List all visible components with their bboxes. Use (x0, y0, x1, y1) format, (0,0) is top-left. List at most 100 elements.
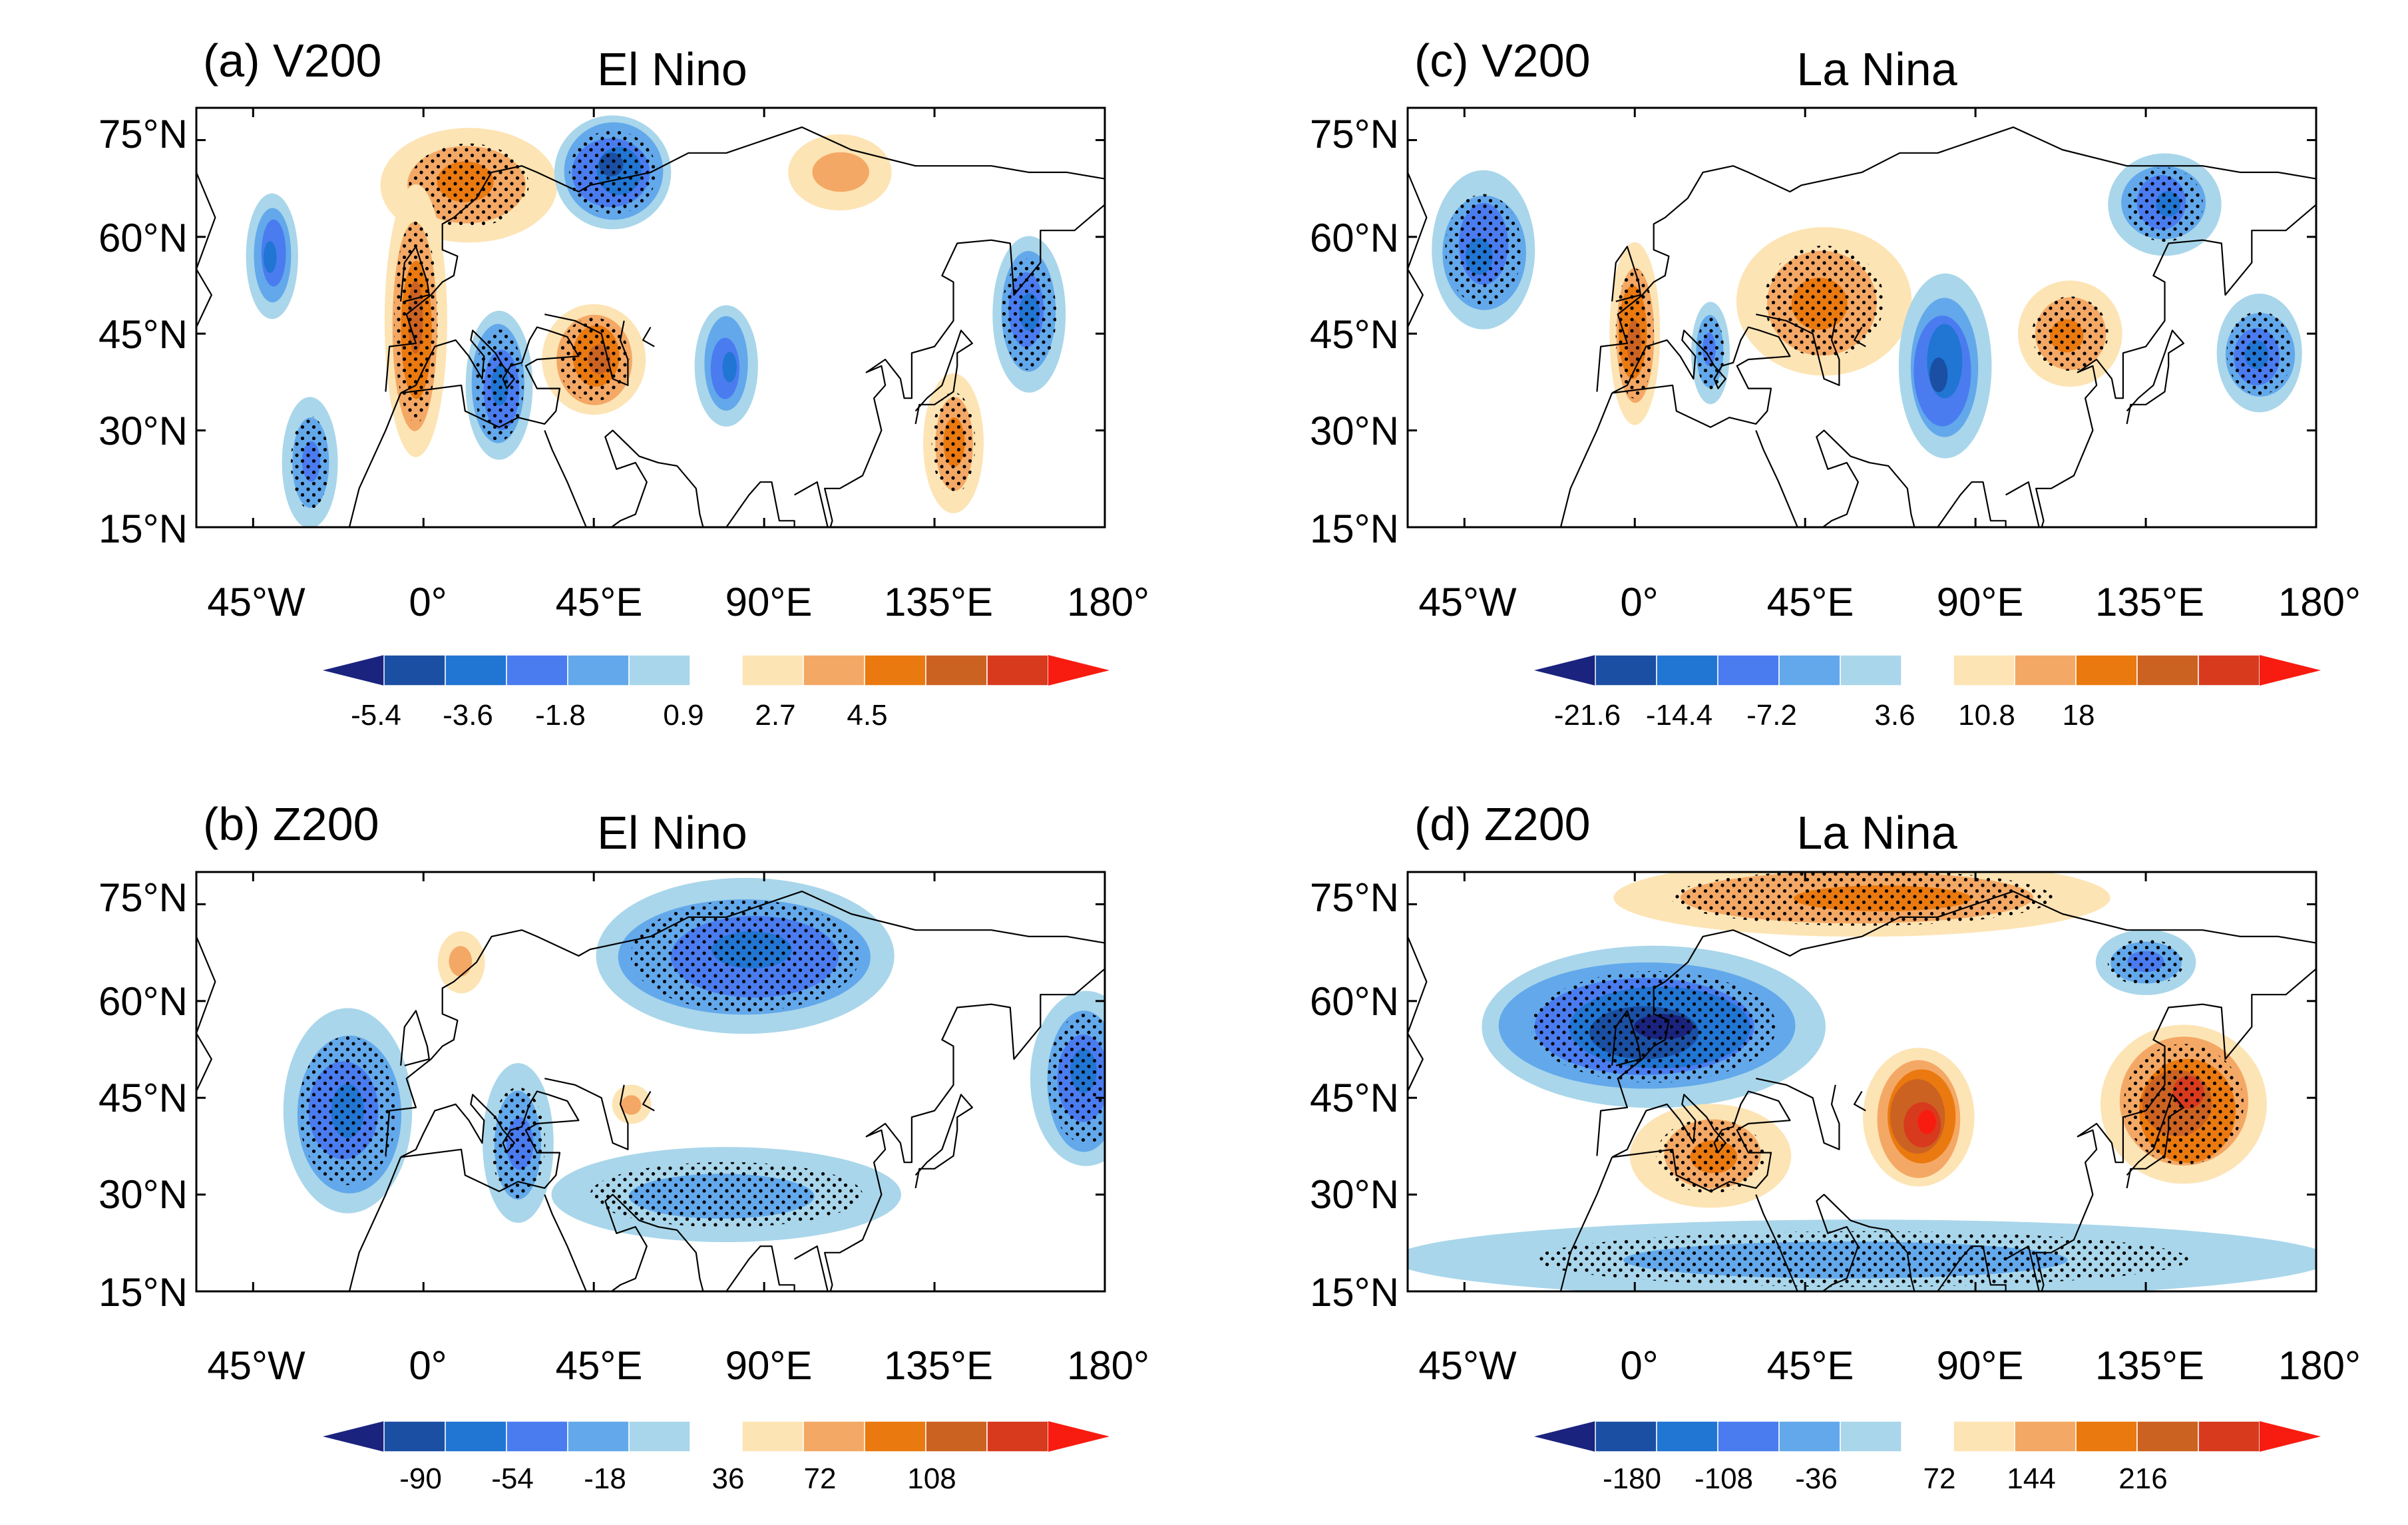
colorbar-segment (803, 654, 865, 686)
coastline (1755, 204, 2316, 527)
negative-anomaly-center (2216, 294, 2302, 413)
anomaly-field (1408, 872, 2316, 1291)
significance-stipple (1764, 246, 1884, 357)
coastline (196, 172, 216, 328)
coastline (914, 1094, 974, 1189)
colorbar-labels: -5.4 -3.6 -1.8 0.9 2.7 4.5 (351, 699, 888, 732)
colorbar-segment (2136, 1420, 2199, 1452)
panel-title: La Nina (1796, 43, 1957, 95)
contour-level (1917, 1110, 1936, 1134)
coastline (1559, 392, 1613, 527)
colorbar-arrow-right (2260, 1421, 2321, 1452)
negative-anomaly-center (694, 305, 758, 427)
negative-anomaly-center (1898, 273, 1992, 459)
colorbar-segment (628, 654, 691, 686)
colorbar-segment (741, 1420, 804, 1452)
colorbar-label: 3.6 (1874, 699, 1915, 732)
positive-anomaly-center (1736, 227, 1912, 376)
lon-tick-label: 180° (2278, 1343, 2361, 1388)
colorbar-label: 36 (712, 1462, 745, 1495)
lat-tick-label: 30°N (99, 409, 188, 453)
lon-tick-label: 180° (2278, 580, 2361, 624)
positive-anomaly-center (1863, 1048, 1975, 1187)
colorbar-labels: -21.6 -14.4 -7.2 3.6 10.8 18 (1554, 699, 2095, 732)
contour-level (621, 1095, 642, 1115)
colorbar-label: 10.8 (1958, 699, 2015, 732)
colorbar-label: 108 (907, 1462, 956, 1495)
lat-tick-labels: 75°N 60°N 45°N 30°N 15°N (99, 875, 188, 1315)
significance-stipple (394, 218, 438, 423)
colorbar-segment (986, 1420, 1049, 1452)
panel-title: El Nino (597, 807, 747, 859)
coastline (642, 326, 655, 347)
contour-level (722, 351, 737, 383)
significance-stipple (569, 130, 657, 214)
lon-tick-label: 0° (409, 580, 447, 624)
positive-anomaly-center (1629, 1104, 1792, 1208)
lat-tick-label: 75°N (99, 875, 188, 920)
coastline (794, 481, 829, 527)
panel-label: (d) Z200 (1414, 798, 1591, 850)
coastline (348, 392, 402, 527)
lon-tick-label: 0° (1620, 580, 1658, 624)
negative-anomaly-center (2108, 153, 2222, 256)
lat-tick-label: 75°N (1310, 112, 1399, 156)
colorbar (323, 1420, 1109, 1452)
lat-tick-label: 30°N (99, 1172, 188, 1217)
coastline (1611, 1090, 1791, 1192)
lon-tick-label: 90°E (725, 580, 813, 624)
colorbar-segment (1595, 654, 1657, 686)
negative-anomaly-center (1030, 990, 1105, 1166)
colorbar-segment (445, 654, 507, 686)
positive-anomaly-center (384, 184, 447, 457)
significance-stipple (931, 392, 976, 495)
significance-stipple (2123, 1044, 2244, 1165)
lat-tick-label: 30°N (1310, 409, 1399, 453)
positive-anomaly-center (2101, 1024, 2267, 1184)
coastline (1408, 172, 1428, 328)
colorbar-arrow-right (2260, 655, 2321, 686)
panel-label: (a) V200 (203, 35, 381, 87)
lat-tick-label: 45°N (99, 1076, 188, 1120)
lat-tick-label: 60°N (99, 979, 188, 1024)
lat-tick-labels: 75°N 60°N 45°N 30°N 15°N (1310, 875, 1399, 1315)
lon-tick-label: 135°E (2095, 1343, 2204, 1388)
negative-anomaly-center (992, 236, 1066, 393)
map-area (195, 107, 1106, 529)
coastlines (1408, 890, 2316, 1291)
map-frame (1406, 871, 2317, 1293)
significance-stipple (2107, 939, 2184, 986)
lat-tick-label: 15°N (99, 1270, 188, 1315)
colorbar-segment (567, 1420, 630, 1452)
anomaly-field (283, 877, 1105, 1243)
colorbar-label: -54 (491, 1462, 534, 1495)
colorbar-label: 18 (2063, 699, 2095, 732)
colorbar-segment (1656, 654, 1718, 686)
significance-stipple (2226, 311, 2292, 395)
colorbar-segment (1656, 1420, 1718, 1452)
significance-stipple (1048, 1013, 1105, 1144)
lat-tick-label: 45°N (1310, 1076, 1399, 1120)
lat-tick-label: 45°N (1310, 312, 1399, 357)
lon-tick-label: 135°E (884, 580, 993, 624)
coastline (400, 1010, 430, 1066)
colorbar-segment (383, 1420, 446, 1452)
coastline (794, 1245, 829, 1291)
significance-stipple (1656, 1118, 1765, 1194)
colorbar-segment (445, 1420, 507, 1452)
significance-stipple (558, 318, 630, 401)
coastline (196, 936, 216, 1092)
lat-tick-label: 60°N (1310, 216, 1399, 260)
contour-level (263, 241, 277, 273)
coastline (400, 1090, 580, 1192)
colorbar-segment (2014, 1420, 2077, 1452)
significance-stipple (1531, 971, 1776, 1083)
positive-anomaly-center (542, 304, 646, 415)
colorbar-segment (986, 654, 1049, 686)
positive-anomaly-center (923, 373, 984, 513)
coastline (1596, 126, 2316, 392)
coastlines (196, 126, 1105, 527)
colorbar-label: 2.7 (755, 699, 795, 732)
panel-b: (b) Z200 El Nino 75°N 60°N 45°N 30°N 15°… (99, 798, 1149, 1495)
colorbar-segment (628, 1420, 691, 1452)
